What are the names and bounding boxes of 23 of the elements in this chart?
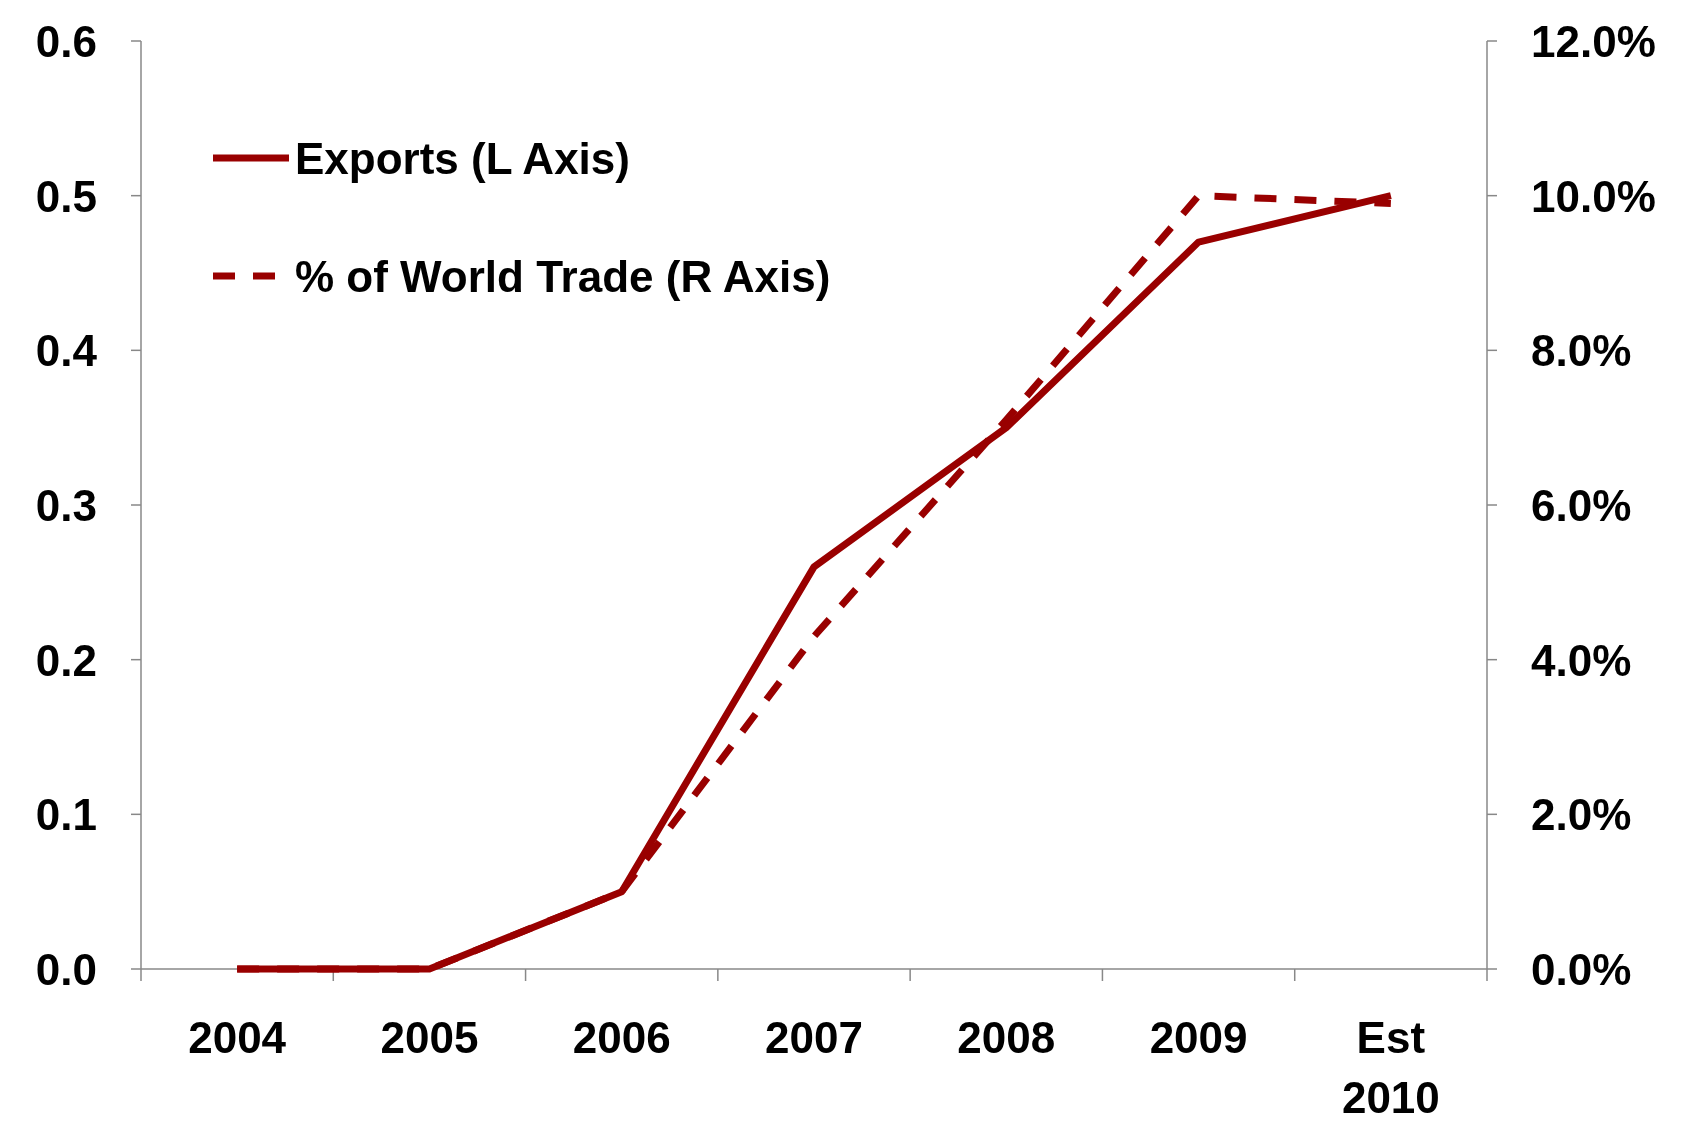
x-tick-label: 2009 (1149, 1013, 1248, 1062)
y2-tick-label: 2.0% (1531, 790, 1632, 840)
y2-tick-label: 6.0% (1531, 480, 1632, 530)
y-tick-label: 0.3 (35, 480, 97, 530)
x-tick-label: 2004 (188, 1013, 287, 1062)
y2-tick-label: 8.0% (1531, 326, 1632, 376)
y-tick-label: 0.6 (35, 16, 97, 66)
y-tick-label: 0.4 (35, 326, 98, 376)
y2-tick-label: 10.0% (1531, 171, 1656, 221)
y2-tick-label: 4.0% (1531, 635, 1632, 685)
x-tick-label: 2008 (957, 1013, 1056, 1062)
y2-tick-label: 0.0% (1531, 944, 1632, 994)
legend-label: % of World Trade (R Axis) (295, 251, 831, 301)
y2-tick-label: 12.0% (1531, 16, 1656, 66)
x-tick-label: 2006 (572, 1013, 671, 1062)
y-tick-label: 0.5 (35, 171, 97, 221)
y-tick-label: 0.0 (35, 944, 97, 994)
legend-label: Exports (L Axis) (295, 133, 630, 183)
x-tick-label: Est 2010 (1341, 1013, 1440, 1121)
x-tick-label: 2007 (765, 1013, 863, 1062)
y-tick-label: 0.1 (35, 790, 97, 840)
x-tick-label: 2005 (380, 1013, 479, 1062)
y-tick-label: 0.2 (35, 635, 97, 685)
